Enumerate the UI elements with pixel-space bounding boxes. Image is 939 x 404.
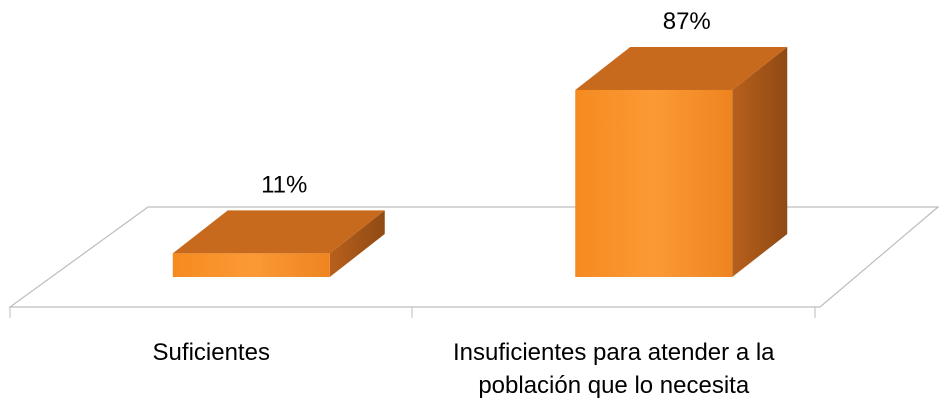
x-tick-label: Insuficientes para atender a la població… (452, 339, 775, 399)
bar-top (575, 46, 788, 90)
floor (8, 206, 939, 308)
bar-side (329, 210, 385, 277)
x-tick-label: Suficientes (152, 339, 270, 366)
bar-side (732, 46, 788, 278)
bar (575, 89, 733, 277)
data-label: 11% (261, 171, 307, 198)
data-label: 87% (663, 8, 711, 35)
bar-top (172, 210, 385, 254)
bar (172, 253, 330, 277)
